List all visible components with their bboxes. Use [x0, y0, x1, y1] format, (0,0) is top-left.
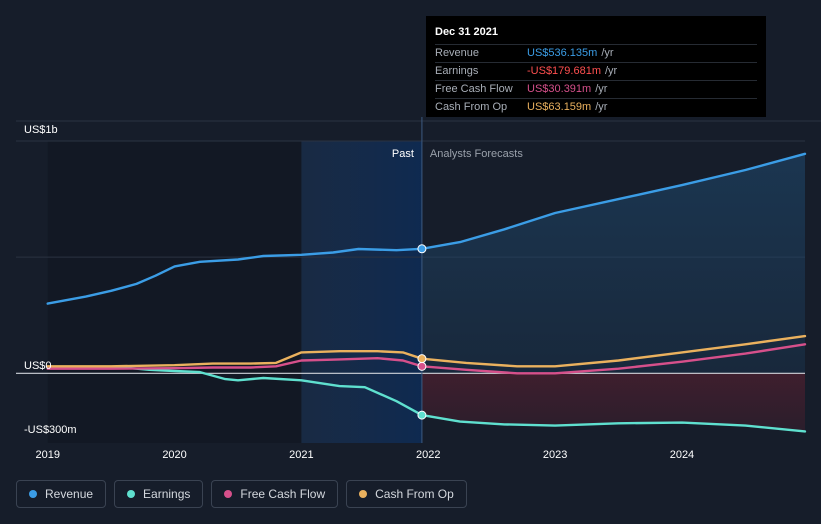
tooltip-row-free-cash-flow: Free Cash Flow US$30.391m /yr — [435, 80, 757, 98]
legend-label: Revenue — [45, 487, 94, 501]
past-label: Past — [392, 148, 414, 160]
legend-label: Cash From Op — [375, 487, 454, 501]
x-tick-label: 2024 — [670, 449, 694, 461]
tooltip-unit: /yr — [595, 83, 608, 95]
tooltip-row-cash-from-op: Cash From Op US$63.159m /yr — [435, 98, 757, 116]
series-line-cash-from-op — [46, 334, 807, 368]
earnings-forecast-area — [421, 373, 805, 432]
chart-legend: Revenue Earnings Free Cash Flow Cash Fro… — [16, 480, 467, 508]
y-tick-label: US$0 — [24, 360, 52, 372]
tooltip-row-revenue: Revenue US$536.135m /yr — [435, 44, 757, 62]
y-tick-label: -US$300m — [24, 424, 77, 436]
tooltip-unit: /yr — [605, 65, 618, 77]
legend-item-revenue[interactable]: Revenue — [16, 480, 107, 508]
tooltip-label: Earnings — [435, 65, 479, 77]
tooltip-label: Free Cash Flow — [435, 83, 513, 95]
legend-label: Earnings — [143, 487, 191, 501]
series-line-revenue — [46, 152, 807, 305]
legend-item-earnings[interactable]: Earnings — [114, 480, 204, 508]
tooltip-value: US$30.391m — [527, 83, 592, 95]
tooltip-row-earnings: Earnings -US$179.681m /yr — [435, 62, 757, 80]
x-tick-label: 2022 — [416, 449, 440, 461]
hover-tooltip: Dec 31 2021 Revenue US$536.135m /yr Earn… — [426, 16, 766, 117]
x-tick-label: 2019 — [35, 449, 59, 461]
tooltip-value: -US$179.681m — [527, 65, 601, 77]
series-marker-revenue — [417, 244, 427, 254]
series-marker-earnings — [417, 410, 427, 420]
highlight-region — [301, 141, 422, 443]
legend-label: Free Cash Flow — [240, 487, 326, 501]
x-tick-label: 2021 — [289, 449, 313, 461]
legend-dot-icon — [29, 490, 37, 498]
legend-dot-icon — [127, 490, 136, 498]
x-tick-label: 2020 — [162, 449, 186, 461]
tooltip-unit: /yr — [595, 101, 608, 113]
legend-item-free-cash-flow[interactable]: Free Cash Flow — [211, 480, 339, 508]
tooltip-value: US$536.135m — [527, 47, 598, 59]
series-marker-free-cash-flow — [417, 361, 427, 371]
tooltip-label: Revenue — [435, 47, 480, 59]
series-line-free-cash-flow — [46, 343, 807, 375]
financial-chart: Past Analysts Forecasts US$1b US$0 -US$300m 2… — [16, 117, 821, 461]
revenue-forecast-area — [421, 153, 805, 374]
tooltip-label: Cash From Op — [435, 101, 508, 113]
forecast-label: Analysts Forecasts — [430, 148, 523, 160]
y-tick-label: US$1b — [24, 124, 58, 136]
series-marker-cash-from-op — [417, 354, 427, 364]
tooltip-unit: /yr — [601, 47, 614, 59]
series-line-earnings — [46, 366, 807, 433]
x-tick-label: 2023 — [543, 449, 567, 461]
legend-dot-icon — [224, 490, 233, 498]
past-region — [47, 141, 302, 443]
legend-dot-icon — [359, 490, 368, 498]
tooltip-value: US$63.159m — [527, 101, 592, 113]
tooltip-date: Dec 31 2021 — [435, 26, 498, 38]
legend-item-cash-from-op[interactable]: Cash From Op — [346, 480, 467, 508]
